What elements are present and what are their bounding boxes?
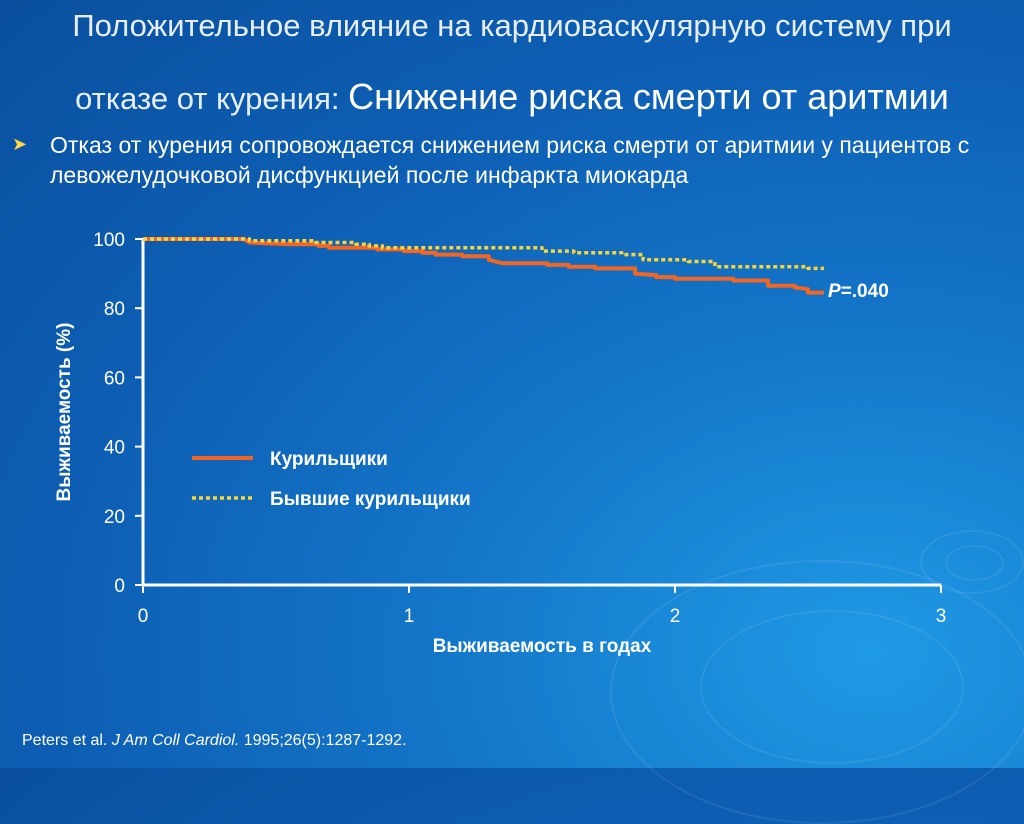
y-tick-label: 0 <box>114 576 125 597</box>
y-tick-label: 100 <box>93 230 125 251</box>
slide-title-line1: Положительное влияние на кардиоваскулярн… <box>0 8 1024 44</box>
decorative-ripple <box>700 610 964 764</box>
y-tick-label: 60 <box>104 368 125 389</box>
slide-title-emphasis: Снижение риска смерти от аритмии <box>348 76 949 117</box>
series-line-former-smokers <box>143 237 824 271</box>
reference: Peters et al. J Am Coll Cardiol. 1995;26… <box>22 732 407 750</box>
x-axis-label: Выживаемость в годах <box>433 636 652 657</box>
x-tick-label: 3 <box>936 606 947 627</box>
decorative-ripple <box>920 530 1024 594</box>
reference-journal: J Am Coll Cardiol. <box>111 732 240 749</box>
reference-authors: Peters et al. <box>22 732 108 749</box>
y-tick-label: 20 <box>104 507 125 528</box>
p-value-symbol: P <box>828 281 841 302</box>
reference-details: 1995;26(5):1287-1292. <box>243 732 407 749</box>
arrow-bullet-icon: ➤ <box>12 134 28 154</box>
slide-title-line2: отказе от курения: Снижение риска смерти… <box>0 76 1024 118</box>
y-axis-label: Выживаемость (%) <box>54 323 75 502</box>
y-tick-label: 40 <box>104 438 125 459</box>
y-tick-label: 80 <box>104 299 125 320</box>
decorative-ripple <box>945 545 1004 581</box>
legend-label-smokers: Курильщики <box>270 449 388 470</box>
bullet-text: Отказ от курения сопровождается снижение… <box>50 132 970 188</box>
x-tick-label: 1 <box>404 606 415 627</box>
series-line-smokers <box>143 237 824 295</box>
survival-chart: 0 20 40 60 80 100 0 1 2 3 Выживаемость в годах Выжи… <box>54 230 947 657</box>
p-value-number: =.040 <box>841 281 889 302</box>
bullet-point: ➤ Отказ от курения сопровождается снижен… <box>12 130 1012 190</box>
slide-title-prefix2: отказе от курения: <box>75 81 340 116</box>
x-tick-label: 0 <box>138 606 149 627</box>
x-tick-label: 2 <box>670 606 681 627</box>
p-value-annotation: P=.040 <box>828 281 889 302</box>
legend-label-former-smokers: Бывшие курильщики <box>270 489 471 510</box>
slide-title-prefix: Положительное влияние на кардиоваскулярн… <box>72 8 952 43</box>
